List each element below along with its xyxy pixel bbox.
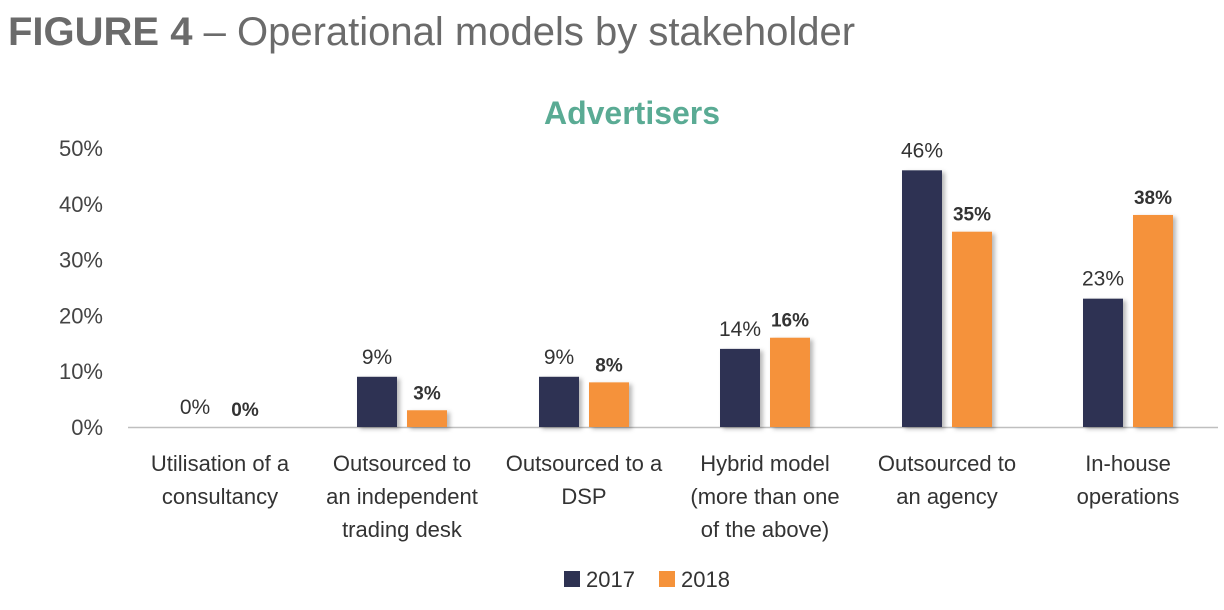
bar-2018 <box>952 231 992 427</box>
value-label-2017: 14% <box>719 318 761 341</box>
bar-2017 <box>902 170 942 427</box>
category-label: Hybrid model (more than one of the above) <box>690 451 839 542</box>
y-tick-label: 10% <box>59 359 103 384</box>
category-label: Outsourced to an agency <box>878 451 1016 509</box>
value-label-2017: 9% <box>362 346 392 369</box>
bar-2018 <box>1133 214 1173 427</box>
chart-title: Advertisers <box>544 95 720 131</box>
value-label-2017: 0% <box>180 396 210 419</box>
figure-title: Operational models by stakeholder <box>236 10 856 54</box>
figure-label: FIGURE 4 <box>8 10 193 54</box>
category-label: In-house operations <box>1077 451 1180 509</box>
y-tick-label: 40% <box>59 192 103 217</box>
value-label-2018: 8% <box>595 355 623 376</box>
legend-label-2017: 2017 <box>586 567 635 592</box>
value-label-2017: 23% <box>1082 268 1124 291</box>
category-label: Outsourced to a DSP <box>506 451 663 509</box>
value-label-2017: 9% <box>544 346 574 369</box>
bar-2017 <box>1083 298 1123 427</box>
y-tick-label: 20% <box>59 303 103 328</box>
figure-header: FIGURE 4 – Operational models by stakeho… <box>8 6 855 58</box>
value-label-2018: 35% <box>953 205 991 226</box>
value-label-2018: 38% <box>1134 188 1172 209</box>
category-label: Outsourced to an independent trading desk <box>326 451 478 542</box>
bar-2018 <box>770 337 810 427</box>
y-tick-label: 50% <box>59 136 103 161</box>
value-label-2018: 3% <box>413 383 441 404</box>
y-tick-label: 30% <box>59 248 103 273</box>
legend-label-2018: 2018 <box>681 567 730 592</box>
figure-separator: – <box>203 10 226 54</box>
value-label-2018: 16% <box>771 311 809 332</box>
legend-swatch-2018 <box>659 571 675 587</box>
bar-2017 <box>720 348 760 427</box>
bar-2018 <box>589 382 629 427</box>
category-label: Utilisation of a consultancy <box>151 451 290 509</box>
legend-swatch-2017 <box>564 571 580 587</box>
bar-2018 <box>407 410 447 427</box>
y-tick-label: 0% <box>71 415 103 440</box>
value-label-2018: 0% <box>231 400 259 421</box>
bar-2017 <box>357 376 397 427</box>
value-label-2017: 46% <box>901 139 943 162</box>
bar-2017 <box>539 376 579 427</box>
